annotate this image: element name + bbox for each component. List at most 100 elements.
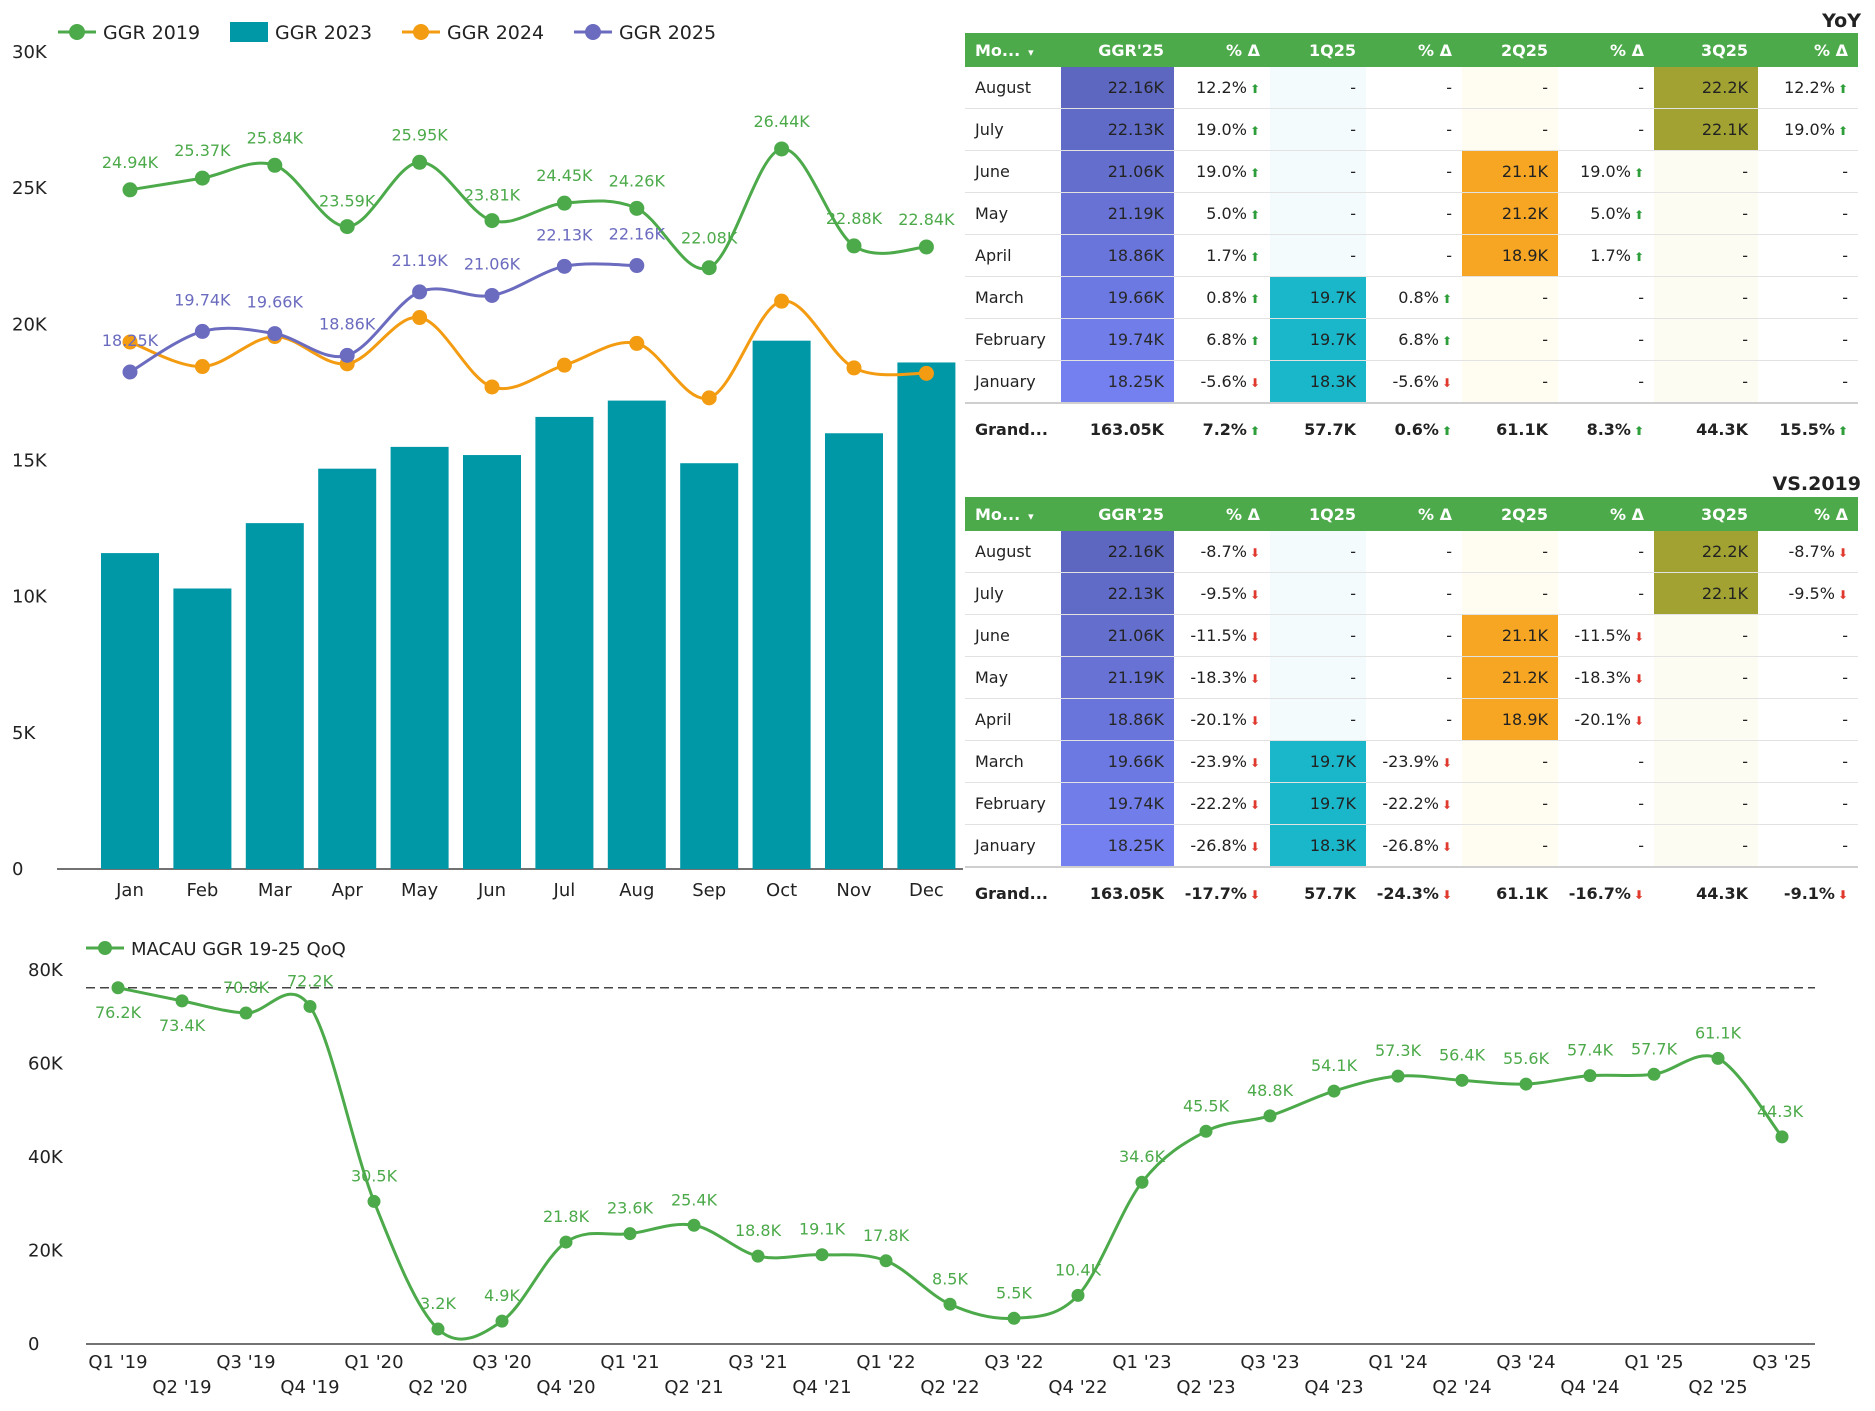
point-ggr-2024 — [918, 365, 934, 381]
table-cell: -8.7% ⬇ — [1758, 531, 1858, 573]
x-tick-label: Q2 '24 — [1432, 1377, 1491, 1398]
data-label-macau-ggr: 5.5K — [996, 1283, 1032, 1302]
month-column-header[interactable]: Mo... ▾ — [965, 33, 1061, 67]
point-macau-ggr — [239, 1006, 253, 1020]
table-cell: - — [1270, 572, 1366, 615]
sort-dropdown-icon[interactable]: ▾ — [1028, 45, 1034, 59]
table-cell: - — [1758, 614, 1858, 657]
table-row: July 22.13K 19.0% ⬆ - - - -22.1K 19.0% ⬆ — [965, 108, 1858, 151]
table-cell: 21.2K — [1462, 656, 1558, 699]
table-cell: - — [1758, 234, 1858, 277]
month-cell: April — [965, 698, 1061, 741]
table-cell: - — [1462, 318, 1558, 361]
table-cell: 18.9K — [1462, 234, 1558, 277]
month-cell: July — [965, 108, 1061, 151]
percent-change-value: -9.1% — [1783, 883, 1835, 903]
table-cell: -22.2% ⬇ — [1366, 782, 1462, 825]
point-ggr-2019 — [846, 238, 862, 254]
table-cell: - — [1366, 698, 1462, 741]
point-ggr-2019 — [556, 195, 572, 211]
table-cell: 21.2K — [1462, 192, 1558, 235]
table-cell: 18.25K — [1061, 360, 1174, 404]
month-cell: June — [965, 614, 1061, 657]
down-arrow-icon: ⬇ — [1249, 756, 1260, 770]
table-cell: - — [1366, 531, 1462, 573]
down-arrow-icon: ⬇ — [1249, 588, 1260, 602]
x-tick-label: May — [401, 880, 439, 901]
data-label-ggr-2019: 24.45K — [536, 166, 593, 185]
up-arrow-icon: ⬆ — [1837, 124, 1848, 138]
legend-marker-ggr-2019 — [69, 24, 85, 40]
total-cell: 44.3K — [1654, 402, 1758, 454]
data-label-macau-ggr: 8.5K — [932, 1269, 968, 1288]
y-tick-label: 10K — [12, 587, 48, 608]
down-arrow-icon: ⬇ — [1441, 887, 1452, 902]
table-row: June 21.06K -11.5% ⬇ - -21.1K -11.5% ⬇ - - — [965, 614, 1858, 657]
point-macau-ggr — [1455, 1073, 1469, 1087]
data-label-ggr-2019: 26.44K — [753, 112, 810, 131]
table-cell: - — [1270, 614, 1366, 657]
table-cell: -9.5% ⬇ — [1174, 572, 1270, 615]
table-row: August 22.16K 12.2% ⬆ - - - -22.2K 12.2% ⬆ — [965, 67, 1858, 109]
down-arrow-icon: ⬇ — [1249, 798, 1260, 812]
data-label-ggr-2025: 18.25K — [102, 331, 159, 350]
table-cell: - — [1462, 276, 1558, 319]
month-cell: February — [965, 318, 1061, 361]
table-cell: - — [1270, 656, 1366, 699]
table-cell: 21.1K — [1462, 614, 1558, 657]
table-cell: -20.1% ⬇ — [1174, 698, 1270, 741]
point-macau-ggr — [1519, 1077, 1533, 1091]
table-row: March 19.66K -23.9% ⬇ 19.7K -23.9% ⬇ - - - - — [965, 740, 1858, 783]
percent-change-value: -24.3% — [1376, 883, 1439, 903]
total-cell: 163.05K — [1061, 402, 1174, 454]
data-label-macau-ggr: 55.6K — [1503, 1049, 1550, 1068]
table-cell: 18.3K — [1270, 360, 1366, 404]
month-column-header[interactable]: Mo... ▾ — [965, 497, 1061, 531]
table-cell: 19.0% ⬆ — [1558, 150, 1654, 193]
bar-ggr-2023 — [535, 416, 594, 869]
column-header: 1Q25 — [1270, 33, 1366, 67]
x-tick-label: Feb — [186, 880, 218, 901]
x-tick-label: Q1 '23 — [1112, 1352, 1171, 1373]
total-cell: -16.7% ⬇ — [1558, 866, 1654, 918]
legend-label-ggr-2025: GGR 2025 — [619, 22, 716, 44]
point-ggr-2024 — [484, 379, 500, 395]
table-cell: - — [1654, 318, 1758, 361]
x-tick-label: Q1 '24 — [1368, 1352, 1427, 1373]
total-cell: 15.5% ⬆ — [1758, 402, 1858, 454]
data-label-ggr-2019: 25.84K — [247, 128, 304, 147]
total-cell: 0.6% ⬆ — [1366, 402, 1462, 454]
total-cell: 7.2% ⬆ — [1174, 402, 1270, 454]
table-cell: - — [1462, 572, 1558, 615]
legend-label-macau-ggr: MACAU GGR 19-25 QoQ — [131, 939, 346, 960]
point-macau-ggr — [1391, 1069, 1405, 1083]
percent-change-value: 1.7% — [1206, 246, 1247, 265]
table-cell: 1.7% ⬆ — [1558, 234, 1654, 277]
x-tick-label: Q1 '25 — [1624, 1352, 1683, 1373]
x-tick-label: Apr — [332, 880, 364, 901]
point-macau-ggr — [1711, 1051, 1725, 1065]
table-row: April 18.86K -20.1% ⬇ - -18.9K -20.1% ⬇ - - — [965, 698, 1858, 741]
up-arrow-icon: ⬆ — [1249, 124, 1260, 138]
percent-change-value: 12.2% — [1784, 78, 1835, 97]
point-ggr-2019 — [774, 141, 790, 157]
down-arrow-icon: ⬇ — [1249, 672, 1260, 686]
table-cell: - — [1270, 698, 1366, 741]
table-cell: -26.8% ⬇ — [1174, 824, 1270, 868]
up-arrow-icon: ⬆ — [1837, 82, 1848, 96]
data-label-ggr-2019: 24.94K — [102, 153, 159, 172]
x-tick-label: Q1 '21 — [600, 1352, 659, 1373]
table-cell: 19.7K — [1270, 782, 1366, 825]
table-cell: 19.0% ⬆ — [1174, 108, 1270, 151]
y-tick-label: 20K — [28, 1241, 64, 1262]
sort-dropdown-icon[interactable]: ▾ — [1028, 509, 1034, 523]
y-tick-label: 15K — [12, 451, 48, 472]
table-cell: - — [1462, 108, 1558, 151]
percent-change-value: -8.7% — [1788, 542, 1835, 561]
total-cell: 61.1K — [1462, 402, 1558, 454]
percent-change-value: 15.5% — [1779, 419, 1835, 439]
table-header-row: Mo... ▾ GGR'25% Δ 1Q25% Δ 2Q25% Δ 3Q25% Δ — [965, 33, 1858, 67]
table-cell: - — [1758, 698, 1858, 741]
data-label-macau-ggr: 10.4K — [1055, 1260, 1102, 1279]
table-cell: 6.8% ⬆ — [1366, 318, 1462, 361]
